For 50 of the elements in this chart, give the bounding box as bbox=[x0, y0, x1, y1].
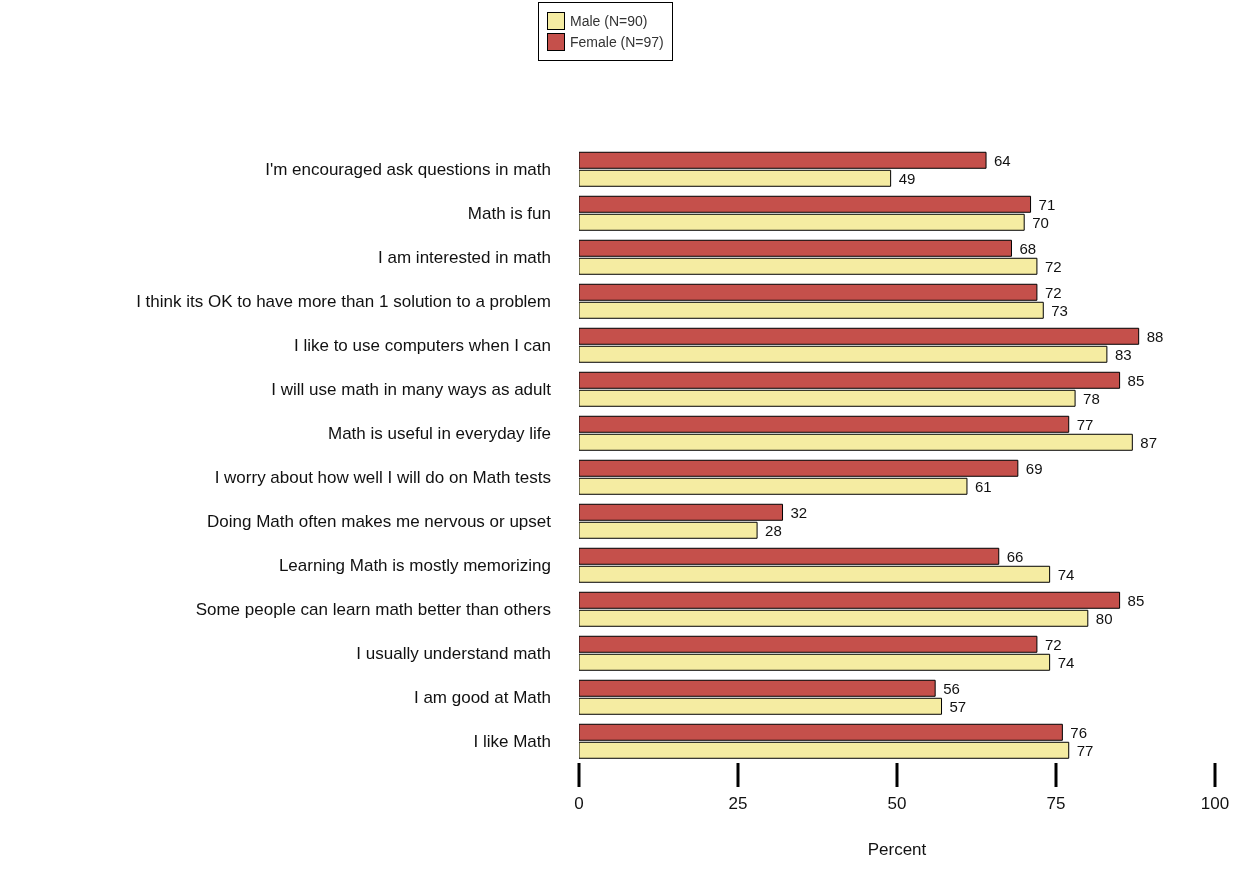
data-label: 74 bbox=[1057, 565, 1075, 583]
data-label: 69 bbox=[1025, 459, 1043, 477]
data-label: 64 bbox=[994, 151, 1011, 169]
data-label: 57 bbox=[949, 697, 967, 715]
data-label: 61 bbox=[974, 477, 992, 495]
y-tick-label: I am good at Math bbox=[413, 688, 551, 708]
legend-label: Female (N=97) bbox=[570, 34, 664, 50]
data-label: 49 bbox=[898, 169, 916, 187]
data-label: 72 bbox=[1044, 635, 1062, 653]
data-label: 85 bbox=[1127, 591, 1145, 609]
data-label: 78 bbox=[1083, 389, 1100, 407]
data-label: 28 bbox=[765, 521, 782, 539]
data-label: 32 bbox=[790, 503, 808, 521]
data-label: 88 bbox=[1146, 327, 1164, 345]
y-tick-label: I will use math in many ways as adult bbox=[271, 380, 552, 400]
x-tick-label: 100 bbox=[1200, 794, 1230, 814]
y-tick-label: I think its OK to have more than 1 solution to a problem bbox=[136, 292, 551, 312]
legend-label: Male (N=90) bbox=[570, 13, 648, 29]
y-tick-label: I worry about how well I will do on Math tests bbox=[214, 468, 551, 488]
data-label: 76 bbox=[1070, 723, 1088, 741]
x-tick-label: 0 bbox=[574, 794, 584, 814]
data-label: 68 bbox=[1019, 239, 1037, 257]
y-tick-label: Learning Math is mostly memorizing bbox=[278, 556, 551, 576]
y-tick-label: I am interested in math bbox=[378, 248, 551, 268]
x-tick-label: 75 bbox=[1046, 794, 1066, 814]
y-tick-label: I'm encouraged ask questions in math bbox=[265, 160, 551, 180]
x-tick-label: 50 bbox=[887, 794, 907, 814]
data-label: 77 bbox=[1076, 741, 1094, 759]
data-label: 73 bbox=[1051, 301, 1068, 319]
data-label: 80 bbox=[1095, 609, 1113, 627]
y-tick-label: Doing Math often makes me nervous or upset bbox=[207, 512, 552, 532]
y-tick-label: Math is useful in everyday life bbox=[328, 424, 551, 444]
data-label: 72 bbox=[1044, 257, 1062, 275]
y-tick-label: Some people can learn math better than others bbox=[195, 600, 551, 620]
y-tick-label: I like Math bbox=[473, 732, 551, 752]
data-label: 85 bbox=[1127, 371, 1145, 389]
data-label: 83 bbox=[1114, 345, 1132, 363]
y-tick-label: I like to use computers when I can bbox=[293, 336, 551, 356]
data-label: 72 bbox=[1044, 283, 1062, 301]
data-label: 66 bbox=[1006, 547, 1024, 565]
data-label: 77 bbox=[1076, 415, 1094, 433]
x-axis-title: Percent bbox=[867, 840, 927, 859]
data-label: 56 bbox=[943, 679, 960, 697]
data-label: 71 bbox=[1038, 195, 1056, 213]
y-tick-label: I usually understand math bbox=[356, 644, 551, 664]
x-tick-label: 25 bbox=[728, 794, 748, 814]
y-tick-label: Math is fun bbox=[467, 204, 551, 224]
data-label: 87 bbox=[1140, 433, 1158, 451]
data-label: 70 bbox=[1032, 213, 1049, 231]
data-label: 74 bbox=[1057, 653, 1075, 671]
